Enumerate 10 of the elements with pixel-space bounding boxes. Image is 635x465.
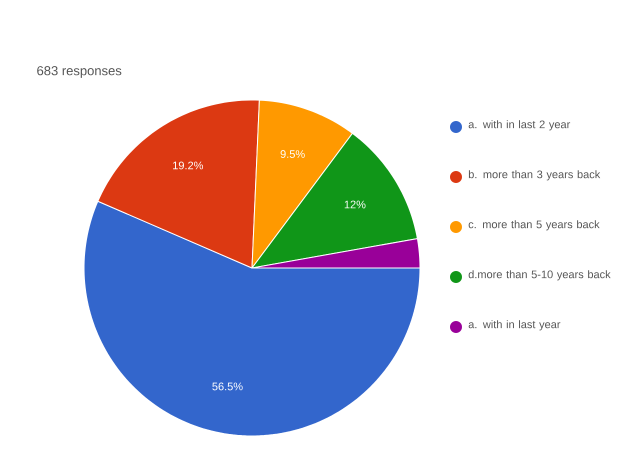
legend-label: a. with in last year [468, 320, 560, 330]
data-label: 12% [344, 200, 366, 208]
legend-label: b. more than 3 years back [468, 170, 600, 180]
data-label: 19.2% [173, 162, 204, 170]
chart-title: 683 responses [37, 66, 122, 78]
data-label: 9.5% [280, 150, 305, 158]
data-label: 56.5% [212, 382, 243, 390]
legend-label: d.more than 5-10 years back [468, 270, 611, 280]
legend-label: a. with in last 2 year [468, 120, 570, 130]
legend-label: c. more than 5 years back [468, 220, 600, 230]
